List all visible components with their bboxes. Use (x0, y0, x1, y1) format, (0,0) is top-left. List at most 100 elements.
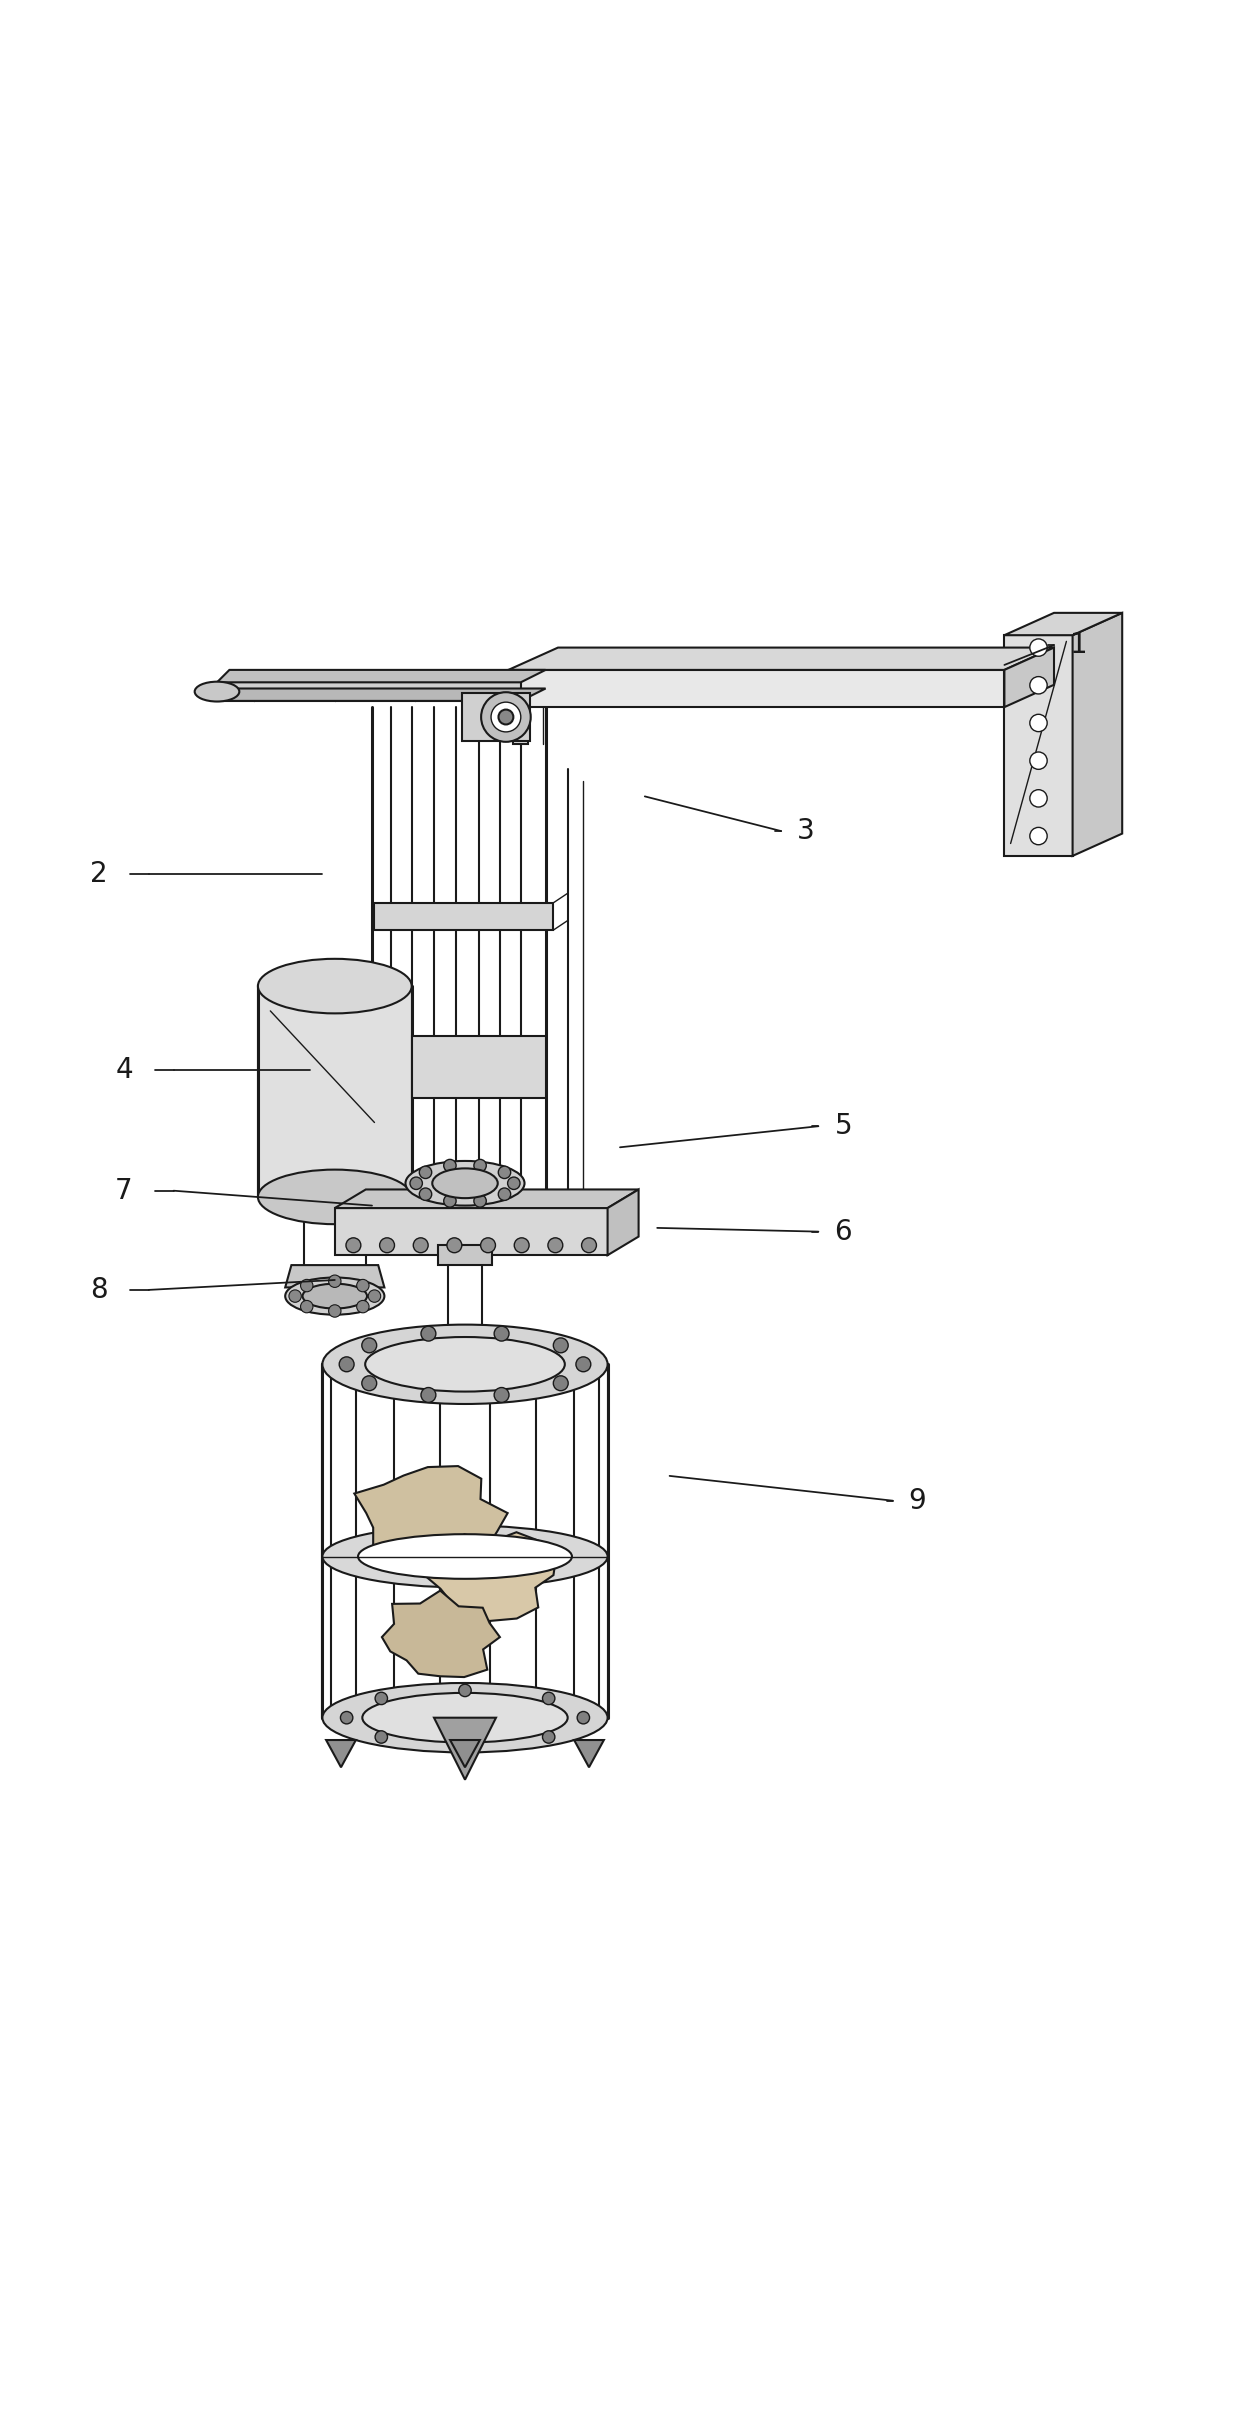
Circle shape (582, 1237, 596, 1252)
Circle shape (498, 1189, 511, 1201)
Polygon shape (412, 1036, 546, 1099)
Polygon shape (508, 671, 1004, 707)
Polygon shape (335, 1189, 639, 1208)
Circle shape (494, 1327, 508, 1342)
Circle shape (491, 703, 521, 732)
Text: 9: 9 (909, 1488, 926, 1515)
Polygon shape (1004, 647, 1054, 707)
Circle shape (346, 1237, 361, 1252)
Circle shape (362, 1337, 377, 1352)
Circle shape (300, 1301, 312, 1313)
Ellipse shape (303, 1284, 367, 1308)
Polygon shape (513, 700, 528, 744)
Polygon shape (434, 1719, 496, 1779)
Circle shape (553, 1376, 568, 1391)
Circle shape (494, 1388, 508, 1403)
Polygon shape (508, 647, 1054, 671)
Ellipse shape (322, 1682, 608, 1753)
Circle shape (1030, 790, 1048, 807)
Circle shape (459, 1685, 471, 1697)
Polygon shape (1073, 613, 1122, 856)
Circle shape (413, 1237, 428, 1252)
Circle shape (481, 693, 531, 741)
Text: 6: 6 (835, 1218, 852, 1245)
Circle shape (341, 1711, 353, 1724)
Polygon shape (374, 902, 553, 931)
Circle shape (422, 1388, 436, 1403)
Circle shape (542, 1731, 554, 1743)
Polygon shape (217, 683, 521, 700)
Polygon shape (285, 1264, 384, 1288)
Polygon shape (217, 688, 546, 700)
Circle shape (329, 1274, 341, 1288)
Polygon shape (217, 671, 546, 683)
Text: 7: 7 (115, 1177, 133, 1206)
Circle shape (300, 1279, 312, 1291)
Circle shape (459, 1738, 471, 1750)
Polygon shape (438, 1245, 492, 1264)
Ellipse shape (285, 1279, 384, 1315)
Polygon shape (424, 1532, 556, 1621)
Circle shape (1030, 751, 1048, 768)
Circle shape (1030, 676, 1048, 693)
Circle shape (577, 1711, 589, 1724)
Circle shape (474, 1194, 486, 1208)
Circle shape (446, 1237, 461, 1252)
Circle shape (419, 1167, 432, 1179)
Polygon shape (370, 1230, 558, 1240)
Circle shape (357, 1301, 370, 1313)
Circle shape (1030, 827, 1048, 844)
Circle shape (362, 1376, 377, 1391)
Circle shape (329, 1305, 341, 1318)
Circle shape (357, 1279, 370, 1291)
Ellipse shape (358, 1534, 572, 1578)
Ellipse shape (362, 1692, 568, 1743)
Text: 4: 4 (115, 1057, 133, 1084)
Text: 1: 1 (1070, 632, 1087, 659)
Ellipse shape (405, 1162, 525, 1206)
Circle shape (542, 1692, 554, 1704)
Polygon shape (1004, 613, 1122, 634)
Ellipse shape (322, 1527, 608, 1587)
Circle shape (340, 1356, 355, 1371)
Circle shape (376, 1731, 388, 1743)
Circle shape (1030, 639, 1048, 656)
Circle shape (376, 1692, 388, 1704)
Text: 5: 5 (835, 1113, 852, 1140)
Text: 2: 2 (91, 861, 108, 887)
Circle shape (410, 1177, 423, 1189)
Circle shape (289, 1291, 301, 1303)
Circle shape (379, 1237, 394, 1252)
Circle shape (553, 1337, 568, 1352)
Polygon shape (461, 693, 531, 741)
Circle shape (368, 1291, 381, 1303)
Circle shape (474, 1160, 486, 1172)
Circle shape (548, 1237, 563, 1252)
Circle shape (422, 1327, 436, 1342)
Ellipse shape (365, 1337, 565, 1391)
Text: 3: 3 (797, 817, 815, 846)
Circle shape (575, 1356, 590, 1371)
Text: 8: 8 (91, 1276, 108, 1303)
Ellipse shape (433, 1169, 497, 1198)
Ellipse shape (322, 1325, 608, 1405)
Circle shape (515, 1237, 529, 1252)
Circle shape (481, 1237, 496, 1252)
Polygon shape (335, 1208, 608, 1254)
Polygon shape (355, 1466, 507, 1563)
Circle shape (444, 1194, 456, 1208)
Ellipse shape (195, 681, 239, 703)
Ellipse shape (258, 1169, 412, 1225)
Circle shape (498, 710, 513, 724)
Circle shape (419, 1189, 432, 1201)
Circle shape (1030, 715, 1048, 732)
Circle shape (444, 1160, 456, 1172)
Polygon shape (326, 1741, 356, 1767)
Polygon shape (608, 1189, 639, 1254)
Polygon shape (574, 1741, 604, 1767)
Polygon shape (1004, 634, 1073, 856)
Polygon shape (258, 987, 412, 1196)
Circle shape (507, 1177, 520, 1189)
Ellipse shape (258, 958, 412, 1014)
Circle shape (498, 1167, 511, 1179)
